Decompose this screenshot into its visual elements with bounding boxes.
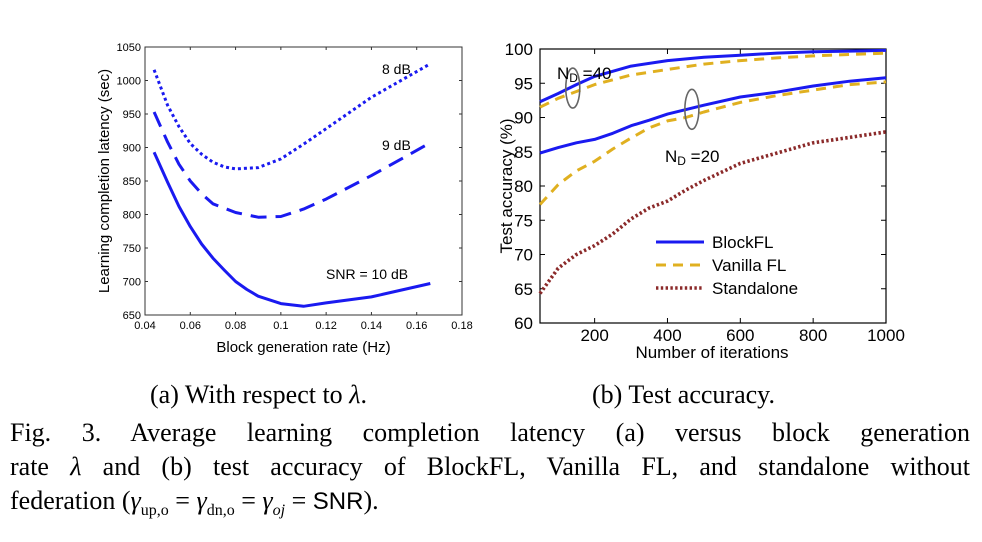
legend-label-0: BlockFL [712,233,773,252]
chart-b: 200 400 600 800 1000 60 65 70 75 80 85 90 95 100 ND =… [497,40,905,362]
chart-a-ylabel: Learning completion latency (sec) [96,69,113,293]
subcaption-a-text: (a) With respect to [150,380,350,409]
caption-text: federation ( [10,486,131,515]
subcaption-a-symbol: λ [349,380,361,409]
caption-text: rate [10,452,71,481]
x-tick-label: 600 [726,326,754,345]
y-tick-label: 95 [514,74,533,93]
x-tick-label: 0.04 [134,320,155,332]
series-line-1 [152,111,432,219]
caption-eq: = [168,486,197,515]
caption-eq: = [285,486,313,515]
y-tick-label: 800 [123,210,141,222]
x-tick-label: 400 [653,326,681,345]
caption-sub: up,o [140,502,169,520]
figure-caption-line-1: Fig. 3. Average learning completion late… [10,418,970,447]
chart-a: 0.04 0.06 0.08 0.1 0.12 0.14 0.16 0.18 650 700 750… [96,42,473,356]
caption-math: γ [196,486,207,515]
y-tick-label: 850 [123,176,141,188]
x-tick-label: 0.08 [225,320,246,332]
x-tick-label: 800 [799,326,827,345]
x-tick-label: 1000 [867,326,905,345]
series-line-2 [152,62,432,171]
series-line-1 [539,51,887,109]
y-tick-label: 100 [505,40,533,59]
chart-a-series [152,62,432,308]
chart-a-ticks: 0.04 0.06 0.08 0.1 0.12 0.14 0.16 0.18 650 700 750… [117,42,473,332]
chart-b-series [538,48,887,295]
y-tick-label: 90 [514,109,533,128]
caption-sub: dn,o [206,502,235,520]
annotation-9db: 9 dB [382,137,411,153]
x-tick-label: 0.1 [273,320,288,332]
x-tick-label: 200 [580,326,608,345]
x-tick-label: 0.18 [451,320,472,332]
subcaption-a-suffix: . [360,380,367,409]
y-tick-label: 80 [514,177,533,196]
caption-symbol: λ [70,452,82,481]
chart-b-legend: BlockFL Vanilla FL Standalone [656,233,798,298]
annotation-snr-10db: SNR = 10 dB [326,266,408,282]
y-tick-label: 85 [514,143,533,162]
subcaption-b: (b) Test accuracy. [592,380,775,409]
chart-a-xlabel: Block generation rate (Hz) [216,339,390,356]
y-tick-label: 60 [514,314,533,333]
y-tick-label: 65 [514,280,533,299]
chart-b-group-markers: ND =40 ND =20 [557,64,720,168]
caption-text: and (b) test accuracy of BlockFL, Vanill… [81,452,970,481]
y-tick-label: 70 [514,246,533,265]
x-tick-label: 0.06 [180,320,201,332]
legend-label-2: Standalone [712,279,798,298]
x-tick-label: 0.16 [406,320,427,332]
caption-eq: = [234,486,263,515]
series-line-3 [538,80,887,206]
chart-b-ylabel: Test accuracy (%) [497,118,516,253]
y-tick-label: 950 [123,109,141,121]
legend-label-1: Vanilla FL [712,256,786,275]
series-line-0 [152,151,431,308]
figure-caption-line-2: rate λ and (b) test accuracy of BlockFL,… [10,450,970,484]
caption-snr: SNR [312,488,364,515]
y-tick-label: 1000 [117,76,141,88]
caption-math: γ [262,486,273,515]
x-tick-label: 0.12 [315,320,336,332]
figure-canvas: 0.04 0.06 0.08 0.1 0.12 0.14 0.16 0.18 650 700 750… [96,40,905,362]
figure-caption-line-3: federation (γup,o = γdn,o = γoj = SNR). [10,484,970,528]
group-label-1: ND =20 [665,147,720,168]
caption-math: γ [130,486,141,515]
caption-text: ). [363,486,379,515]
subcaption-a: (a) With respect to λ. [150,380,367,410]
y-tick-label: 75 [514,211,533,230]
y-tick-label: 700 [123,277,141,289]
series-line-0 [539,48,887,104]
chart-b-xlabel: Number of iterations [635,343,788,362]
y-tick-label: 750 [123,243,141,255]
group-ellipse-nd20 [684,88,700,131]
chart-b-ticks: 200 400 600 800 1000 60 65 70 75 80 85 90 95 100 [505,40,905,345]
annotation-8db: 8 dB [382,61,411,77]
y-tick-label: 1050 [117,42,141,54]
group-ellipse-nd40 [564,67,581,109]
chart-a-frame [144,46,463,316]
series-line-2 [539,76,887,155]
x-tick-label: 0.14 [361,320,382,332]
caption-sub: oj [272,502,286,520]
group-label-0: ND =40 [557,64,612,85]
series-line-4 [538,130,887,295]
y-tick-label: 650 [123,310,141,322]
y-tick-label: 900 [123,143,141,155]
